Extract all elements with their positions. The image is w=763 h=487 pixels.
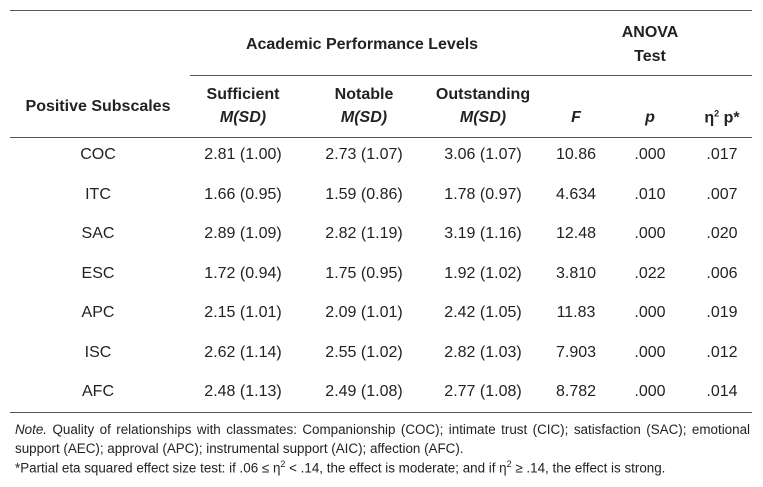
spanner-heading: Academic Performance Levels <box>245 36 479 53</box>
table-cell: 2.48 (1.13) <box>204 383 282 400</box>
table-cell: 12.48 <box>555 225 597 242</box>
table-cell: 2.09 (1.01) <box>325 304 403 321</box>
footnote: *Partial eta squared effect size test: i… <box>15 459 665 475</box>
table-cell: .012 <box>706 343 738 361</box>
table-cell: 3.810 <box>555 264 597 282</box>
table-cell: 4.634 <box>555 185 597 203</box>
top-rule <box>10 10 752 11</box>
table-cell: .010 <box>634 185 666 203</box>
text-part: p* <box>719 109 740 127</box>
bottom-rule <box>10 412 752 413</box>
table-cell: 2.82 (1.19) <box>325 225 403 242</box>
table-cell: ESC <box>81 264 115 282</box>
table-cell: ITC <box>85 185 111 203</box>
anova-heading: Test <box>634 48 666 65</box>
table-cell: 2.82 (1.03) <box>444 343 522 361</box>
table-cell: SAC <box>81 225 115 242</box>
table-cell: .014 <box>706 383 738 400</box>
table-cell: 1.72 (0.94) <box>204 264 282 282</box>
text-part: 2 <box>714 108 720 119</box>
text-part: 2 <box>280 459 286 469</box>
text-part: *Partial eta squared effect size test: i… <box>15 460 281 476</box>
column-heading: M(SD) <box>459 109 507 126</box>
column-heading: Positive Subscales <box>25 98 171 115</box>
table-cell: 1.92 (1.02) <box>444 264 522 282</box>
table-cell: .020 <box>706 225 738 242</box>
table-cell: 2.15 (1.01) <box>204 304 282 321</box>
table-cell: .000 <box>634 343 666 361</box>
table-cell: 2.55 (1.02) <box>325 343 403 361</box>
column-heading: M(SD) <box>340 109 388 126</box>
note: Note. Quality of relationships with clas… <box>15 420 750 458</box>
table-cell: .000 <box>634 146 666 163</box>
spanner-rule <box>190 75 752 76</box>
table-cell: 1.66 (0.95) <box>204 185 282 203</box>
table-cell: 1.59 (0.86) <box>325 185 403 203</box>
text-part: ≥ .14, the effect is strong. <box>511 460 666 476</box>
note-label: Note. <box>15 422 48 437</box>
table-cell: 7.903 <box>555 343 597 361</box>
table-cell: 3.06 (1.07) <box>444 146 522 163</box>
table-cell: 8.782 <box>555 383 597 400</box>
column-heading: p <box>645 109 655 126</box>
table-cell: 1.75 (0.95) <box>325 264 403 282</box>
table-cell: AFC <box>82 383 114 400</box>
header-rule <box>10 137 752 138</box>
table-cell: 3.19 (1.16) <box>444 225 522 242</box>
table-cell: .007 <box>706 185 738 203</box>
table-cell: 10.86 <box>555 146 597 163</box>
table-cell: .019 <box>706 304 738 321</box>
table-cell: ISC <box>84 343 112 361</box>
text-part: η <box>704 109 715 127</box>
table-cell: 2.42 (1.05) <box>444 304 522 321</box>
table-cell: .000 <box>634 225 666 242</box>
text-part: 2 <box>506 459 512 469</box>
table-cell: .017 <box>706 146 738 163</box>
column-heading: Notable <box>334 86 394 103</box>
text-part: < .14, the effect is moderate; and if η <box>285 460 507 476</box>
table-cell: 2.89 (1.09) <box>204 225 282 242</box>
table-cell: .022 <box>634 264 666 282</box>
column-heading: F <box>571 109 581 126</box>
table-cell: 2.81 (1.00) <box>204 146 282 163</box>
table-cell: .000 <box>634 383 666 400</box>
table-cell: APC <box>81 304 115 321</box>
table-cell: .006 <box>706 264 738 282</box>
note-text: Quality of relationships with classmates… <box>15 422 750 456</box>
column-heading: Sufficient <box>206 86 280 103</box>
column-heading: M(SD) <box>219 109 267 126</box>
column-heading: η2 p* <box>704 108 739 127</box>
table-cell: 1.78 (0.97) <box>444 185 522 203</box>
table-cell: 11.83 <box>556 304 596 321</box>
table-cell: 2.62 (1.14) <box>204 343 282 361</box>
table-cell: 2.77 (1.08) <box>444 383 522 400</box>
table-cell: COC <box>80 146 116 163</box>
table-cell: .000 <box>634 304 666 321</box>
column-heading: Outstanding <box>435 86 531 103</box>
table-cell: 2.73 (1.07) <box>325 146 403 163</box>
anova-heading: ANOVA <box>621 24 679 41</box>
table-cell: 2.49 (1.08) <box>325 383 403 400</box>
